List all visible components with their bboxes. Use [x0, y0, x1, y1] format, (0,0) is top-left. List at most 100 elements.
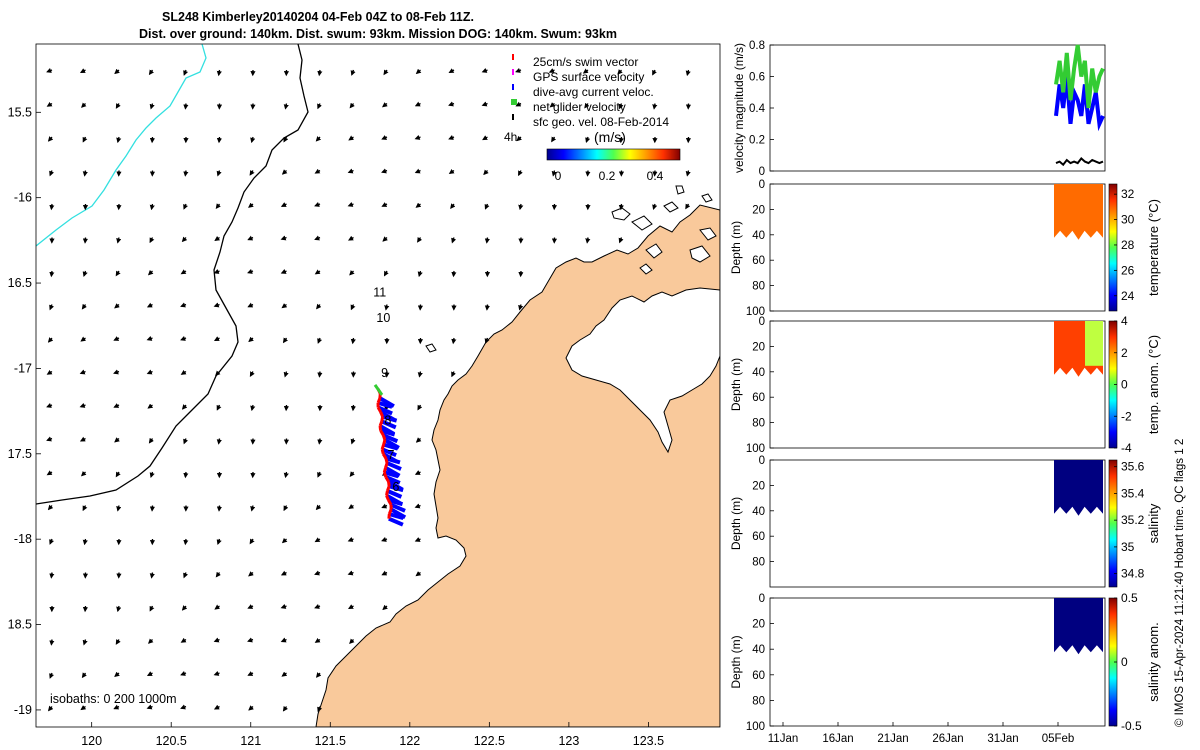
geo-velocity-arrow: [149, 572, 155, 579]
panel-frame: [769, 183, 1106, 312]
panel-frame: [769, 320, 1106, 449]
cb-tick-label: -2: [1121, 409, 1132, 423]
map-x-axis: 120 120.5 121 121.5 122 122.5 123 123.5: [81, 722, 664, 748]
geo-velocity-arrow: [113, 704, 120, 710]
y-tick-label: 60: [752, 392, 765, 404]
geo-velocity-arrow: [80, 470, 87, 477]
geo-velocity-arrow: [348, 135, 355, 141]
geo-velocity-arrow: [280, 603, 287, 609]
geo-velocity-arrow: [181, 605, 188, 611]
dive-avg-current-vector: [382, 414, 398, 423]
velocity-panel: 0 0.2 0.4 0.6 0.8 velocity magnitude (m/s): [732, 40, 1106, 178]
geo-velocity-arrow: [180, 704, 187, 710]
geo-velocity-arrow: [115, 639, 121, 645]
geo-velocity-arrow: [482, 135, 488, 141]
day-label: 8: [384, 414, 391, 428]
legend-item: sfc geo. vel. 08-Feb-2014: [533, 115, 669, 129]
cb-tick-label: 4: [1121, 314, 1128, 328]
geo-velocity-arrow: [381, 503, 388, 509]
cb-tick-label: 28: [1121, 238, 1135, 252]
geo-velocity-arrow: [183, 471, 189, 479]
swim-vector: [380, 444, 386, 450]
geo-velocity-arrow: [347, 537, 354, 542]
geo-velocity-arrow: [47, 504, 54, 511]
geo-velocity-arrow: [81, 303, 87, 310]
geo-velocity-arrow: [81, 672, 87, 679]
geo-velocity-arrow: [49, 639, 55, 646]
dive-avg-current-vector: [381, 419, 397, 430]
geo-velocity-arrow: [414, 134, 421, 140]
geo-velocity-arrow: [280, 637, 287, 643]
colorbar-label: temperature (°C): [1146, 199, 1161, 296]
geo-velocity-arrow: [249, 170, 255, 176]
cb-tick-label: 34.8: [1121, 567, 1145, 581]
geo-velocity-arrow: [348, 503, 355, 510]
swim-vector: [385, 490, 389, 496]
cb-tick-label: 35.6: [1121, 460, 1145, 474]
legend-item: 25cm/s swim vector: [533, 55, 638, 69]
y-tick-label: 20: [752, 619, 765, 631]
geo-velocity-arrow: [146, 335, 153, 341]
x-tick-label: 122.5: [474, 734, 505, 748]
y-tick-label: 80: [752, 281, 765, 293]
y-tick-label: 40: [752, 230, 765, 242]
geo-velocity-arrow: [317, 371, 323, 378]
y-tick-label: 0.8: [749, 40, 765, 52]
geo-velocity-arrow: [282, 337, 289, 344]
geo-velocity-arrow: [148, 437, 154, 444]
temperature-panel: 0 20 40 60 80 100 Depth (m) 32 30 28 26 24 temperatu…: [729, 179, 1161, 318]
x-tick-label: 31Jan: [987, 733, 1018, 745]
cb-tick-label: 0: [1121, 655, 1128, 669]
velocity-y-axis: 0 0.2 0.4 0.6 0.8: [749, 40, 774, 178]
geo-velocity-arrow: [314, 168, 321, 174]
y-tick-label: 0.2: [749, 135, 765, 147]
y-tick-label: 20: [752, 341, 765, 353]
cb-tick-label: 26: [1121, 263, 1135, 277]
geo-velocity-arrow: [249, 538, 255, 545]
swim-vector: [378, 425, 383, 431]
geo-velocity-arrow: [49, 572, 55, 579]
geo-velocity-arrow: [549, 102, 556, 108]
geo-velocity-arrow: [147, 269, 154, 276]
geo-velocity-arrow: [283, 103, 289, 110]
dive-avg-current-vector: [388, 484, 404, 493]
dive-avg-current-vector: [388, 512, 404, 520]
swim-vector: [378, 420, 384, 427]
geo-velocity-arrow: [417, 404, 423, 411]
geo-velocity-arrow: [315, 136, 322, 142]
dive-avg-current-vector: [383, 442, 399, 451]
geo-velocity-arrow: [47, 705, 54, 712]
geo-velocity-arrow: [247, 671, 254, 676]
geo-velocity-arrow: [516, 135, 522, 142]
geo-velocity-arrow: [47, 337, 54, 343]
y-tick-label: 40: [752, 644, 765, 656]
velocity-series-line: [1054, 76, 1105, 132]
geo-velocity-arrow: [81, 102, 87, 108]
geo-velocity-arrow: [146, 369, 153, 375]
swim-vector: [380, 448, 385, 455]
geo-velocity-arrow: [314, 537, 321, 543]
y-tick-label: -17: [14, 361, 32, 375]
geo-velocity-arrow: [348, 235, 354, 241]
day-label: 10: [376, 311, 390, 325]
geo-velocity-arrow: [414, 101, 421, 107]
x-tick-label: 121: [240, 734, 261, 748]
swim-vector: [382, 467, 387, 473]
geo-velocity-arrow: [381, 536, 388, 542]
legend-item: GPS surface velocity: [533, 70, 644, 84]
depth-label: Depth (m): [729, 497, 743, 550]
geo-velocity-arrow: [46, 101, 53, 107]
velocity-series-line: [1055, 156, 1104, 167]
dive-avg-current-vector: [381, 447, 397, 458]
geo-velocity-arrow: [213, 637, 220, 643]
geo-velocity-arrow: [350, 438, 356, 445]
geo-velocity-arrow: [347, 604, 354, 610]
geo-velocity-arrow: [79, 68, 86, 73]
geo-velocity-arrow: [417, 270, 423, 278]
y-tick-label: 60: [752, 670, 765, 682]
geo-velocity-arrow: [247, 268, 254, 274]
cb-tick-label: 35: [1121, 540, 1135, 554]
legend-swatch-red: [512, 54, 514, 60]
y-tick-label: 15.5: [8, 105, 32, 119]
dive-avg-current-vector: [385, 456, 401, 465]
